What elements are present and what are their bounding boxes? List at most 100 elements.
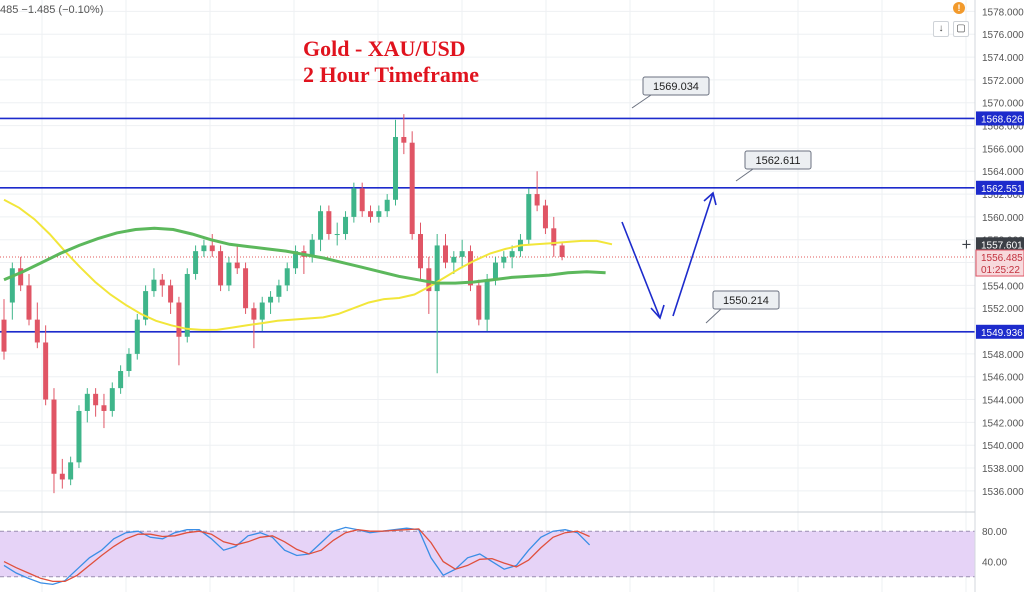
callout-pointer <box>631 94 652 109</box>
candles <box>1 114 565 494</box>
ohlc-readout: 485 −1.485 (−0.10%) <box>0 4 104 16</box>
candle-body <box>93 393 99 406</box>
candle-body <box>226 262 232 286</box>
candle-body <box>451 256 457 263</box>
candle-body <box>151 279 157 292</box>
callout-box <box>642 76 710 96</box>
download-icon[interactable]: ↓ <box>933 21 949 37</box>
candle-body <box>426 268 432 292</box>
candle-body <box>476 285 482 320</box>
callout-label: 1550.214 <box>723 295 769 307</box>
candle-body <box>534 194 540 206</box>
stochastic-d-line <box>3 528 590 583</box>
candle-body <box>118 371 124 389</box>
level-price-tag <box>976 324 1024 339</box>
candle-body <box>351 188 357 217</box>
screenshot-icon[interactable]: ▢ <box>953 21 969 37</box>
price-tick-label: 1542.000 <box>982 418 1024 429</box>
candle-body <box>359 188 365 212</box>
candle-body <box>318 211 324 240</box>
alert-icon[interactable]: ! <box>953 2 965 14</box>
candle-body <box>284 268 290 286</box>
candle-body <box>168 285 174 303</box>
candle-body <box>442 245 448 263</box>
callout-box <box>744 150 812 170</box>
chart-title-line1: Gold - XAU/USD <box>303 36 466 61</box>
candle-body <box>551 228 557 246</box>
moving-averages <box>3 198 613 331</box>
price-callout: 1550.214 <box>705 290 780 324</box>
down-arrow-line <box>621 221 661 319</box>
candle-body <box>218 251 224 286</box>
stochastic-tick-label: 40.00 <box>982 558 1007 569</box>
slow-moving-average <box>3 226 606 285</box>
candle-body <box>259 302 265 320</box>
price-tick-label: 1576.000 <box>982 30 1024 41</box>
stochastic-band <box>0 531 975 577</box>
price-tick-label: 1536.000 <box>982 487 1024 498</box>
candle-body <box>492 262 498 280</box>
callout-pointer <box>705 308 722 324</box>
candle-body <box>209 245 215 252</box>
candle-body <box>509 251 515 257</box>
level-price-tag <box>976 180 1024 195</box>
level-price-tag <box>976 111 1024 126</box>
price-tick-label: 1540.000 <box>982 441 1024 452</box>
candle-body <box>126 353 132 372</box>
candle-body <box>34 319 40 343</box>
candle-body <box>184 273 190 337</box>
candle-body <box>326 211 332 235</box>
price-tick-label: 1560.000 <box>982 213 1024 224</box>
candle-body <box>309 239 315 257</box>
candle-body <box>26 285 32 320</box>
price-tick-label: 1548.000 <box>982 350 1024 361</box>
candle-body <box>276 285 282 297</box>
candle-body <box>234 262 240 269</box>
level-price-tag-label: 1562.551 <box>981 184 1023 195</box>
candle-body <box>143 291 149 320</box>
up-arrow-line <box>672 192 714 317</box>
price-axis: 1536.000 1538.000 1540.000 1542.000 1544.000… <box>961 0 1024 592</box>
price-tick-label: 1562.000 <box>982 190 1024 201</box>
price-tick-label: 1552.000 <box>982 304 1024 315</box>
candle-body <box>409 142 415 235</box>
price-tick-label: 1564.000 <box>982 167 1024 178</box>
callout-label: 1562.611 <box>755 155 800 167</box>
price-tick-label: 1546.000 <box>982 373 1024 384</box>
candle-body <box>526 194 532 240</box>
candle-body <box>542 205 548 229</box>
crosshair-plus-icon: + <box>961 237 972 252</box>
candle-body <box>9 268 15 303</box>
candle-body <box>401 136 407 143</box>
price-callout: 1569.034 <box>631 76 710 109</box>
candle-body <box>334 234 340 236</box>
axis-background <box>975 0 1024 592</box>
callout-box <box>712 290 780 310</box>
price-tick-label: 1568.000 <box>982 122 1024 133</box>
candle-body <box>1 319 7 352</box>
price-tick-label: 1544.000 <box>982 396 1024 407</box>
candle-body <box>368 211 374 217</box>
price-tick-label: 1572.000 <box>982 76 1024 87</box>
candle-body <box>559 245 565 258</box>
callout-pointer <box>735 168 754 182</box>
callout-label: 1569.034 <box>653 81 699 93</box>
candle-body <box>134 319 140 354</box>
candle-body <box>393 136 399 200</box>
price-callouts: 1569.034 1562.611 1550.214 <box>631 76 812 324</box>
candle-body <box>51 399 57 474</box>
down-arrow-head <box>650 304 665 320</box>
chart-title: Gold - XAU/USD 2 Hour Timeframe <box>303 36 479 88</box>
candle-body <box>101 405 107 411</box>
price-tick-label: 1578.000 <box>982 7 1024 18</box>
candle-body <box>418 234 423 269</box>
candle-body <box>76 410 82 463</box>
price-tick-label: 1554.000 <box>982 281 1024 292</box>
candle-body <box>459 251 465 257</box>
candle-body <box>243 268 249 309</box>
stochastic-pane <box>0 511 975 586</box>
price-callout: 1562.611 <box>735 150 812 182</box>
candle-body <box>251 308 257 320</box>
candle-body <box>193 251 199 274</box>
